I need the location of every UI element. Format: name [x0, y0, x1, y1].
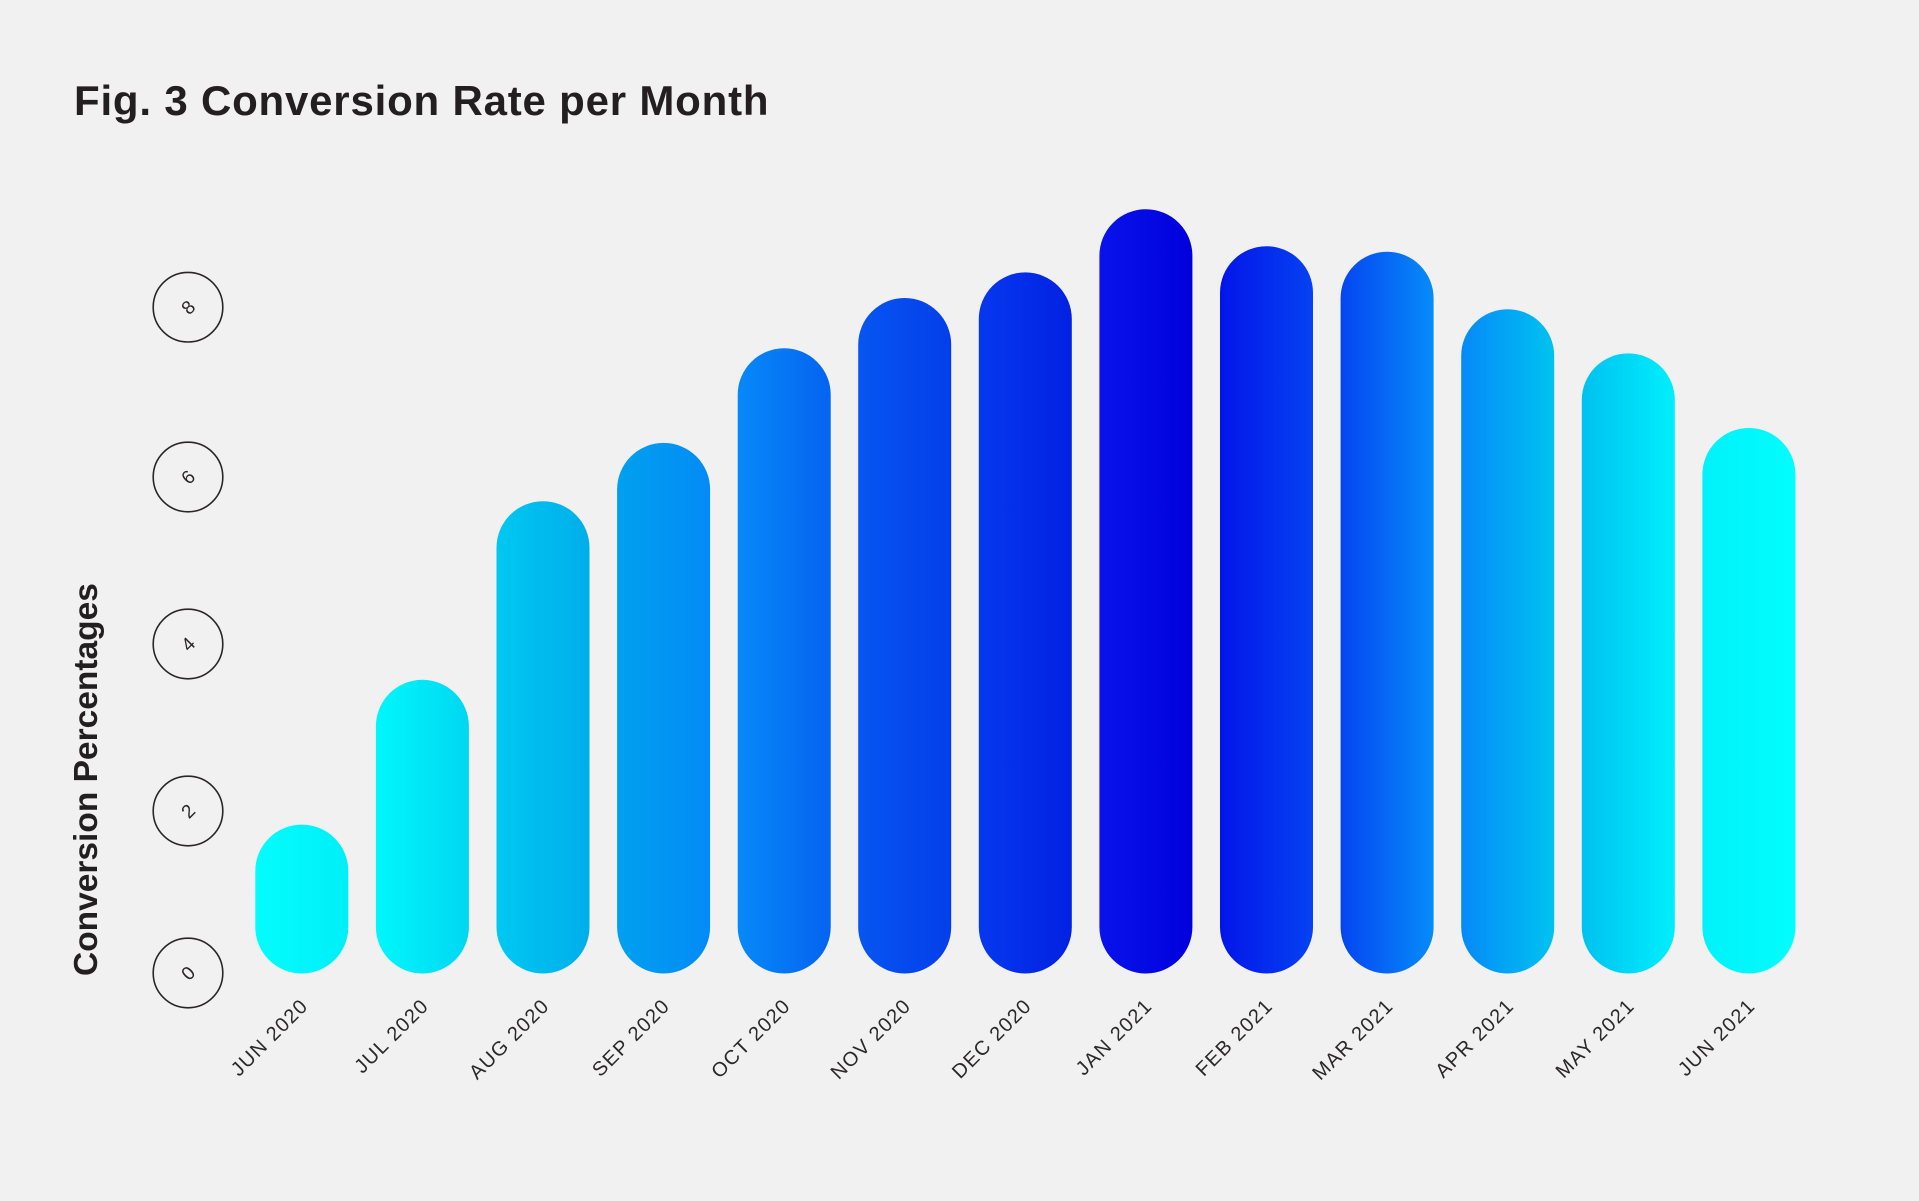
svg-text:Fig. 3 Conversion Rate per Mon: Fig. 3 Conversion Rate per Month — [74, 77, 769, 124]
svg-text:Conversion Percentages: Conversion Percentages — [68, 583, 105, 976]
